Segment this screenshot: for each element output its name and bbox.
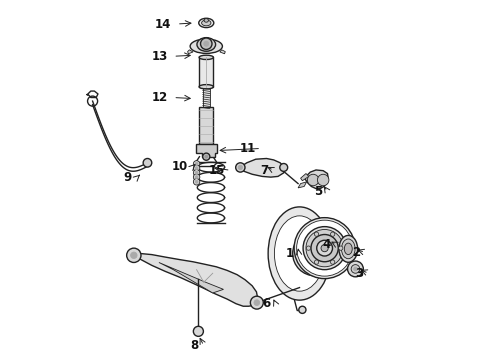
Circle shape	[339, 246, 343, 250]
Circle shape	[297, 235, 333, 271]
Circle shape	[280, 163, 288, 171]
Circle shape	[318, 174, 329, 186]
Circle shape	[195, 171, 198, 174]
Polygon shape	[240, 158, 285, 177]
Circle shape	[203, 153, 210, 160]
Text: 1: 1	[285, 247, 294, 260]
Ellipse shape	[199, 85, 214, 89]
Circle shape	[194, 161, 200, 167]
Circle shape	[321, 244, 328, 252]
Ellipse shape	[199, 55, 214, 59]
Circle shape	[254, 300, 260, 306]
Circle shape	[307, 174, 319, 186]
Circle shape	[205, 155, 208, 158]
Polygon shape	[304, 170, 328, 189]
Polygon shape	[133, 253, 258, 306]
Bar	[203, 88, 210, 108]
Text: 9: 9	[124, 171, 132, 184]
Ellipse shape	[344, 243, 352, 255]
Circle shape	[311, 234, 338, 262]
Text: 14: 14	[155, 18, 172, 31]
Circle shape	[306, 229, 343, 267]
Text: 5: 5	[314, 185, 322, 198]
Circle shape	[131, 252, 137, 258]
Circle shape	[194, 179, 200, 185]
Circle shape	[143, 158, 152, 167]
Circle shape	[195, 167, 198, 170]
Polygon shape	[159, 262, 223, 293]
Circle shape	[354, 267, 357, 271]
Circle shape	[194, 165, 200, 171]
Circle shape	[194, 174, 200, 180]
Circle shape	[303, 226, 346, 270]
Text: 7: 7	[260, 164, 269, 177]
Ellipse shape	[190, 39, 222, 53]
Polygon shape	[196, 144, 217, 157]
Polygon shape	[220, 50, 225, 54]
Text: 4: 4	[323, 238, 331, 251]
Circle shape	[299, 306, 306, 314]
Ellipse shape	[342, 239, 355, 259]
Text: 15: 15	[209, 164, 225, 177]
Circle shape	[126, 248, 141, 262]
Text: 2: 2	[352, 246, 360, 259]
Circle shape	[296, 220, 353, 276]
Circle shape	[294, 218, 355, 279]
Ellipse shape	[201, 20, 211, 26]
Circle shape	[293, 231, 337, 276]
Ellipse shape	[204, 19, 208, 22]
Circle shape	[331, 232, 335, 236]
Circle shape	[195, 162, 198, 165]
Circle shape	[195, 180, 198, 183]
Ellipse shape	[197, 38, 216, 51]
Ellipse shape	[339, 235, 358, 262]
Circle shape	[195, 176, 198, 179]
Circle shape	[204, 41, 209, 46]
Circle shape	[315, 232, 318, 236]
Polygon shape	[188, 50, 193, 54]
Text: 8: 8	[190, 339, 198, 352]
Circle shape	[315, 260, 318, 264]
Circle shape	[250, 296, 263, 309]
Text: 10: 10	[172, 160, 188, 173]
Text: 11: 11	[240, 142, 256, 155]
Circle shape	[331, 260, 335, 264]
Circle shape	[351, 265, 360, 273]
Ellipse shape	[274, 216, 324, 291]
Circle shape	[236, 163, 245, 172]
Text: 12: 12	[151, 91, 168, 104]
Polygon shape	[298, 182, 307, 188]
Circle shape	[238, 165, 243, 170]
Polygon shape	[300, 174, 309, 181]
Circle shape	[194, 326, 203, 336]
Circle shape	[194, 170, 200, 176]
Circle shape	[347, 261, 364, 277]
Text: 13: 13	[151, 50, 168, 63]
Bar	[199, 107, 214, 144]
Text: 3: 3	[355, 267, 364, 280]
Bar	[199, 57, 214, 87]
Ellipse shape	[199, 18, 214, 28]
Circle shape	[200, 38, 212, 49]
Circle shape	[317, 240, 333, 256]
Text: 6: 6	[262, 297, 270, 310]
Circle shape	[306, 246, 311, 250]
Ellipse shape	[268, 207, 331, 300]
